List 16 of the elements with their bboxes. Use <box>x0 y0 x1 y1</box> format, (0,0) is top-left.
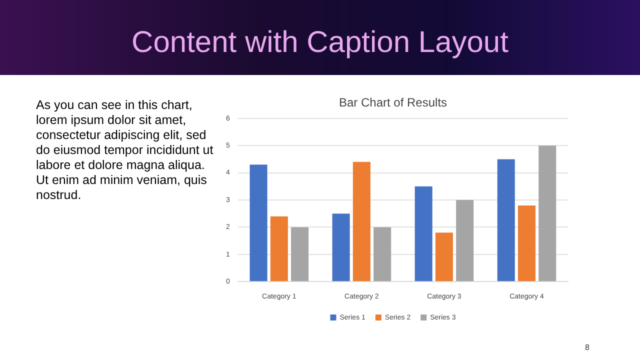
bar <box>250 164 268 282</box>
bar <box>435 232 453 282</box>
bar <box>456 200 474 282</box>
bar <box>518 205 536 282</box>
bar <box>352 162 370 282</box>
bar <box>291 227 309 282</box>
text: As you can see in this chart, lorem ipsum dolor sit amet, consectetur adipiscing elit, sed do eiusmod tempor incididunt ut labore et dolore magna aliqua. Ut enim ad minim veniam, quis nostrud. <box>36 98 214 203</box>
text: Content with Caption Layout <box>130 26 510 60</box>
bar <box>497 159 515 282</box>
bar <box>414 186 432 282</box>
bar <box>374 227 392 282</box>
text: 8 <box>585 343 590 352</box>
bar <box>270 216 288 282</box>
bar <box>538 146 556 282</box>
chart-title: Bar Chart of Results <box>338 96 448 110</box>
bar <box>332 214 350 282</box>
